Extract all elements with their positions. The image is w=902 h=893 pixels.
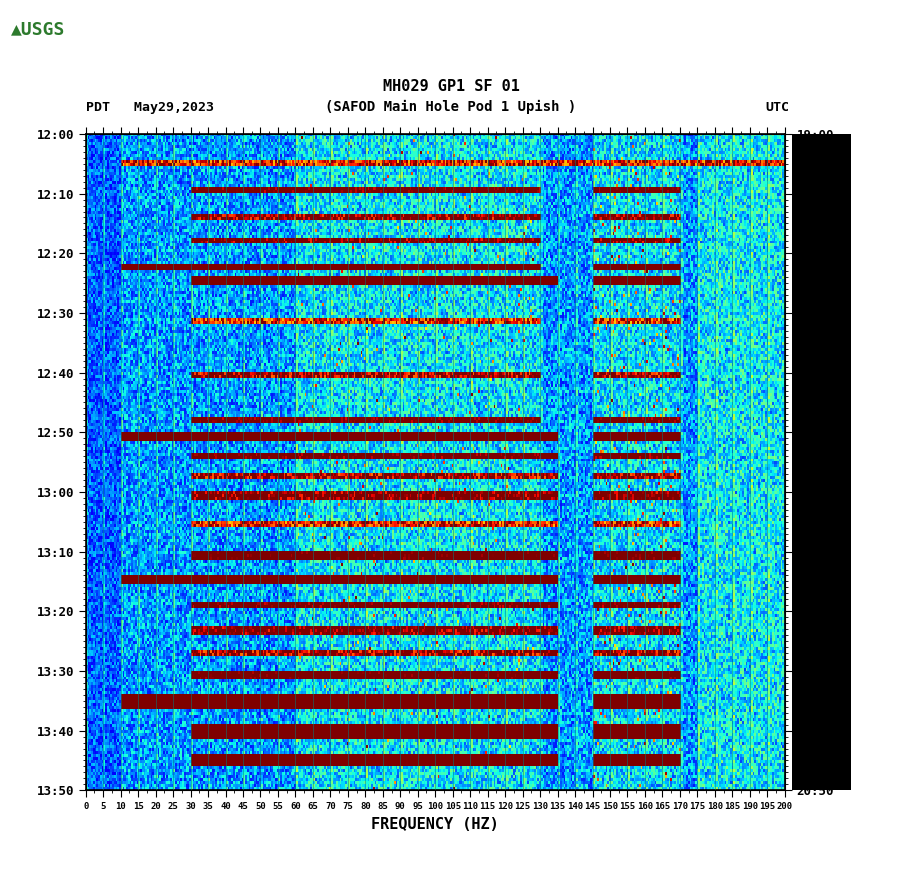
Text: UTC: UTC xyxy=(765,101,789,114)
Text: PDT   May29,2023: PDT May29,2023 xyxy=(86,101,214,114)
Text: ▲USGS: ▲USGS xyxy=(11,21,65,38)
Text: (SAFOD Main Hole Pod 1 Upish ): (SAFOD Main Hole Pod 1 Upish ) xyxy=(326,100,576,114)
X-axis label: FREQUENCY (HZ): FREQUENCY (HZ) xyxy=(372,817,499,831)
Text: MH029 GP1 SF 01: MH029 GP1 SF 01 xyxy=(382,79,520,94)
